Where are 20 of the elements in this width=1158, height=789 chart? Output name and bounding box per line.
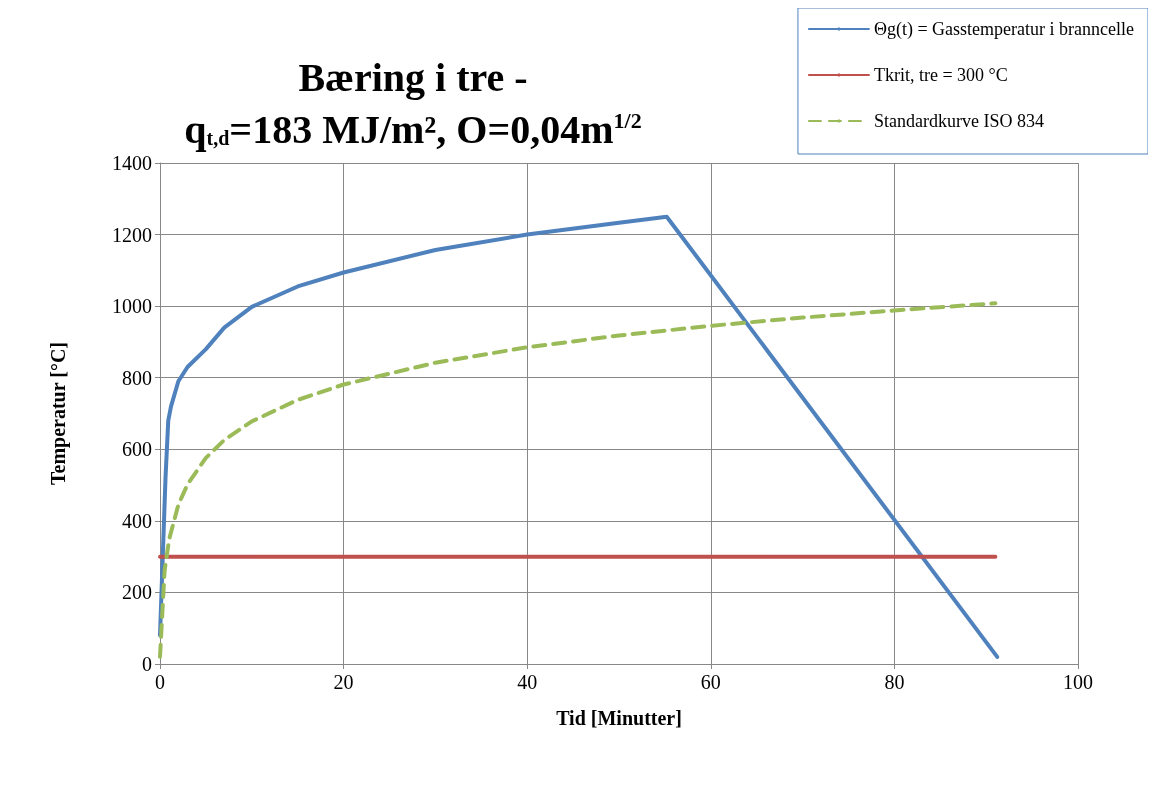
y-axis-title: Temperatur [°C] <box>47 342 70 485</box>
y-tick-label: 1200 <box>112 223 152 246</box>
legend-label: Standardkurve ISO 834 <box>873 111 1044 131</box>
x-tick-label: 100 <box>1063 671 1093 693</box>
x-tick-label: 80 <box>884 671 905 693</box>
x-axis-title: Tid [Minutter] <box>556 707 682 729</box>
line-series <box>158 214 1000 659</box>
y-tick-label: 200 <box>122 581 152 604</box>
y-tick-label: 800 <box>122 366 152 389</box>
y-tick-label: 400 <box>122 509 152 532</box>
x-tick-label: 60 <box>700 671 721 693</box>
legend-label: Tkrit, tre = 300 °C <box>873 65 1008 85</box>
x-tick-label: 40 <box>517 671 538 693</box>
x-tick-label: 20 <box>333 671 354 693</box>
y-tick-label: 600 <box>122 438 152 461</box>
line-series <box>158 301 998 659</box>
legend-label: Θg(t) = Gasstemperatur i branncelle <box>873 19 1135 40</box>
y-tick-label: 1400 <box>112 152 152 174</box>
y-tick-label: 1000 <box>112 295 152 318</box>
y-tick-label: 0 <box>142 653 152 675</box>
